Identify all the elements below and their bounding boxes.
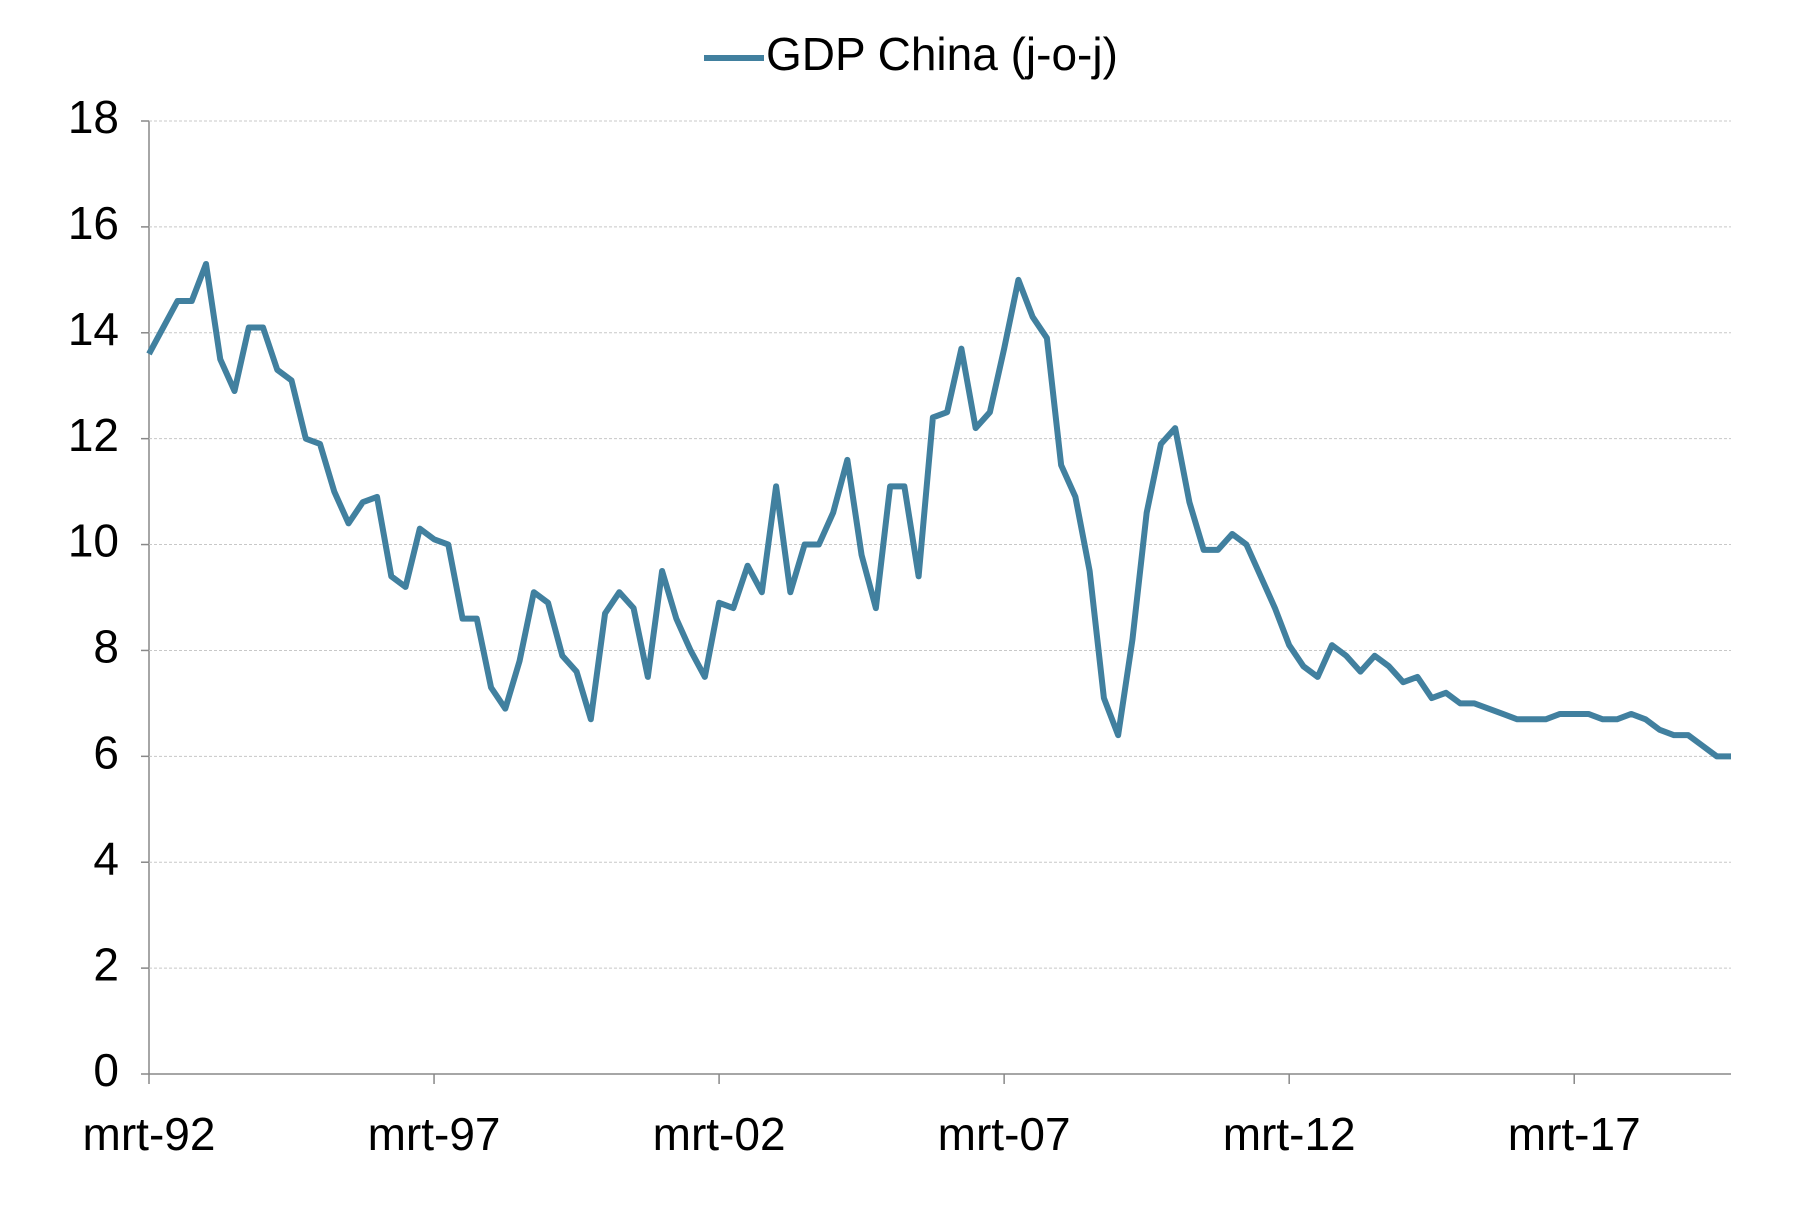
y-tick-label: 10: [68, 515, 119, 567]
x-tick-label: mrt-97: [368, 1108, 501, 1160]
y-tick-label: 16: [68, 197, 119, 249]
data-line: [146, 260, 1731, 760]
y-tick-label: 4: [93, 832, 119, 884]
x-tick-label: mrt-17: [1508, 1108, 1641, 1160]
y-tick-label: 0: [93, 1044, 119, 1096]
y-tick-label: 18: [68, 91, 119, 143]
x-tick-label: mrt-02: [653, 1108, 786, 1160]
x-tick-label: mrt-92: [83, 1108, 216, 1160]
y-tick-label: 14: [68, 303, 119, 355]
y-tick-label: 8: [93, 621, 119, 673]
x-tick-label: mrt-07: [938, 1108, 1071, 1160]
y-tick-label: 6: [93, 726, 119, 778]
legend-label: GDP China (j-o-j): [766, 28, 1118, 80]
y-tick-label: 2: [93, 938, 119, 990]
y-tick-label: 12: [68, 409, 119, 461]
x-tick-label: mrt-12: [1223, 1108, 1356, 1160]
